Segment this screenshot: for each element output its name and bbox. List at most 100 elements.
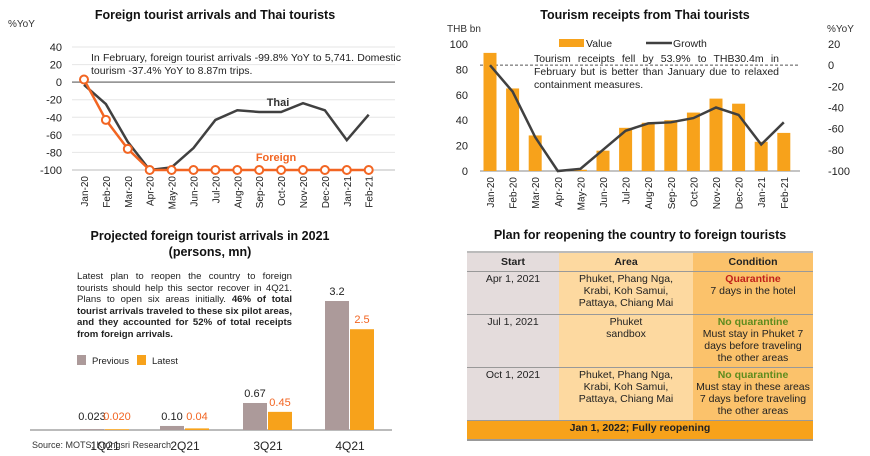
data-point-foreign [254,165,265,175]
area-line: Phuket [609,316,643,328]
area-line: Krabi, Koh Samui, [583,285,669,297]
x-tick-label: Aug-20 [644,177,655,210]
x-tick-label: Apr-20 [146,176,157,206]
y-tick-label: 40 [50,42,62,54]
chart1-title: Foreign tourist arrivals and Thai touris… [94,8,336,22]
x-tick-label: Dec-20 [735,177,746,210]
area-line: sandbox [606,328,646,340]
x-tick-label: Jan-21 [343,176,354,207]
bar-value [686,112,700,171]
x-tick-label: Oct-20 [689,177,700,207]
x-tick-label: Jan-20 [80,176,91,207]
y-tick-label: -40 [46,112,62,124]
y-tick-label-right: -20 [828,81,844,93]
condition-detail-line: days before traveling [704,340,802,352]
y-tick-label-right: -80 [828,145,844,157]
condition-detail-line: Must stay in Phuket 7 [702,328,804,340]
data-label-latest: 2.5 [354,314,369,326]
area-line: Krabi, Koh Samui, [583,381,669,393]
x-tick-label: Mar-20 [531,177,542,209]
bar-value [777,132,791,171]
x-tick-label: 3Q21 [253,439,283,453]
chart3-annotation-plain: Latest plan to reopen the country to for… [77,271,292,305]
area-line: Pattaya, Chiang Mai [578,297,674,309]
condition-detail-line: 7 days before traveling [699,393,807,405]
data-label-latest: 0.020 [103,411,131,423]
y-tick-label-right: 20 [828,39,840,51]
x-tick-label: Nov-20 [299,176,310,209]
cell-condition: No quarantine Must stay in these areas 7 d… [693,367,813,421]
bar-value [596,150,610,171]
bar-value [506,88,520,171]
x-tick-label: Aug-20 [233,176,244,209]
source-note: Source: MOTS, Krungsri Research [32,440,172,450]
x-tick-label: Feb-20 [509,177,520,209]
chart2-title: Tourism receipts from Thai tourists [540,8,750,22]
y-axis-label: %YoY [8,19,35,30]
table-row: Jul 1, 2021 Phuket sandbox No quarantine Mus… [467,314,813,368]
legend-label-previous: Previous [92,356,129,367]
x-tick-label: Sep-20 [255,176,266,209]
table-footer-row: Jan 1, 2022; Fully reopening [467,420,813,441]
series-line-growth [489,64,785,173]
x-tick-label: Jan-21 [757,177,768,208]
data-point-foreign [363,165,374,175]
data-label-previous: 3.2 [329,286,344,298]
legend-swatch-latest [137,355,146,365]
y-tick-label: -20 [46,95,62,107]
data-point-foreign [319,165,330,175]
bar-latest [185,428,209,430]
series-line-thai [83,83,370,172]
condition-detail-line: the other areas [717,405,789,417]
header-area: Area [559,251,693,272]
x-tick-label: Mar-20 [124,176,135,208]
legend-swatch-previous [77,355,86,365]
x-tick-label: Dec-20 [321,176,332,209]
data-point-foreign [276,165,287,175]
data-point-foreign [232,165,243,175]
condition-detail-line: the other areas [717,352,789,364]
y-tick-label-left: 60 [456,90,468,102]
y-axis-label-right: %YoY [827,24,854,35]
data-point-foreign [144,165,155,175]
x-tick-label: 1Q21 [90,439,120,453]
bar-latest [105,429,129,430]
table-title: Plan for reopening the country to foreig… [493,228,787,242]
chart1-annotation: In February, foreign tourist arrivals -9… [91,52,401,77]
chart2-annotation: Tourism receipts fell by 53.9% to THB30.… [534,53,779,91]
bar-latest [350,329,374,430]
data-label-latest: 0.04 [186,411,207,423]
chart3-title: Projected foreign tourist arrivals in 20… [40,228,380,260]
data-label-previous: 0.10 [161,411,182,423]
bar-value [709,98,723,171]
x-tick-label: Nov-20 [712,177,723,210]
x-tick-label: 2Q21 [170,439,200,453]
legend-swatch-value [559,39,584,47]
legend-label-value: Value [586,38,612,50]
bar-value [483,52,497,171]
legend-label-latest: Latest [152,356,178,367]
bar-previous [80,429,104,430]
table-row: Oct 1, 2021 Phuket, Phang Nga, Krabi, Koh … [467,367,813,421]
data-label-latest: 0.45 [269,397,290,409]
bar-value [754,141,768,171]
bar-value [641,122,655,171]
condition-status: No quarantine [717,316,789,328]
data-point-foreign [188,165,199,175]
table-header-row: Start Area Condition [467,251,813,272]
condition-status: Quarantine [725,273,781,285]
data-point-foreign [166,165,177,175]
cell-area: Phuket, Phang Nga, Krabi, Koh Samui, Patta… [559,271,693,315]
footer-fully-reopening: Jan 1, 2022; Fully reopening [467,420,813,441]
y-tick-label: 0 [56,77,62,89]
condition-detail-line: 7 days in the hotel [710,285,796,297]
legend-label-growth: Growth [673,38,707,50]
cell-start: Oct 1, 2021 [467,367,559,421]
condition-detail-line: Must stay in these areas [696,381,810,393]
x-tick-label: Jul-20 [211,176,222,204]
x-tick-label: Sep-20 [667,177,678,210]
chart1-line-chart: %YoY 40 20 0 -20 -40 -60 -80 -100 Jan-20 Feb-20 Mar… [8,19,395,209]
area-line: Phuket, Phang Nga, [579,369,673,381]
x-tick-label: 4Q21 [335,439,365,453]
